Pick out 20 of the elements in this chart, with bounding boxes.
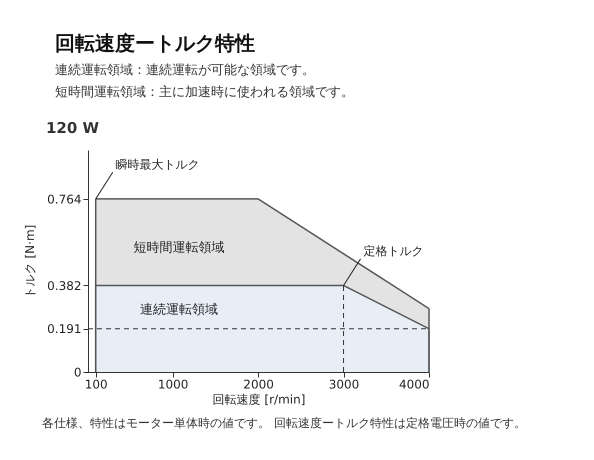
y-tick-label: 0: [74, 366, 82, 380]
x-tick-label: 3000: [328, 378, 360, 392]
annotation: 瞬時最大トルク: [116, 157, 200, 172]
x-axis-title: 回転速度 [r/min]: [212, 392, 306, 406]
x-tick-label: 2000: [243, 378, 274, 392]
text: 各仕様、特性はモーター単体時の値です。 回転速度ートルク特性は定格電圧時の値です。: [42, 416, 526, 430]
annotation: 定格トルク: [364, 244, 424, 258]
series-label: 短時間運転領域: [134, 240, 225, 256]
text: 短時間運転領域：主に加速時に使われる領域です。: [55, 85, 354, 100]
text: 120 W: [46, 119, 100, 137]
text: 連続運転領域：連続運転が可能な領域です。: [55, 63, 315, 78]
x-tick-label: 100: [84, 378, 108, 392]
y-tick-label: 0.764: [47, 192, 82, 206]
x-tick-label: 4000: [398, 378, 430, 392]
x-tick-label: 1000: [158, 378, 188, 392]
y-axis-title: トルク [N·m]: [23, 224, 38, 298]
series-label: 連続運転領域: [140, 302, 218, 318]
y-tick-label: 0.382: [47, 278, 82, 293]
y-tick-label: 0.191: [47, 322, 82, 336]
chart-title: 回転速度ートルク特性: [55, 31, 255, 55]
